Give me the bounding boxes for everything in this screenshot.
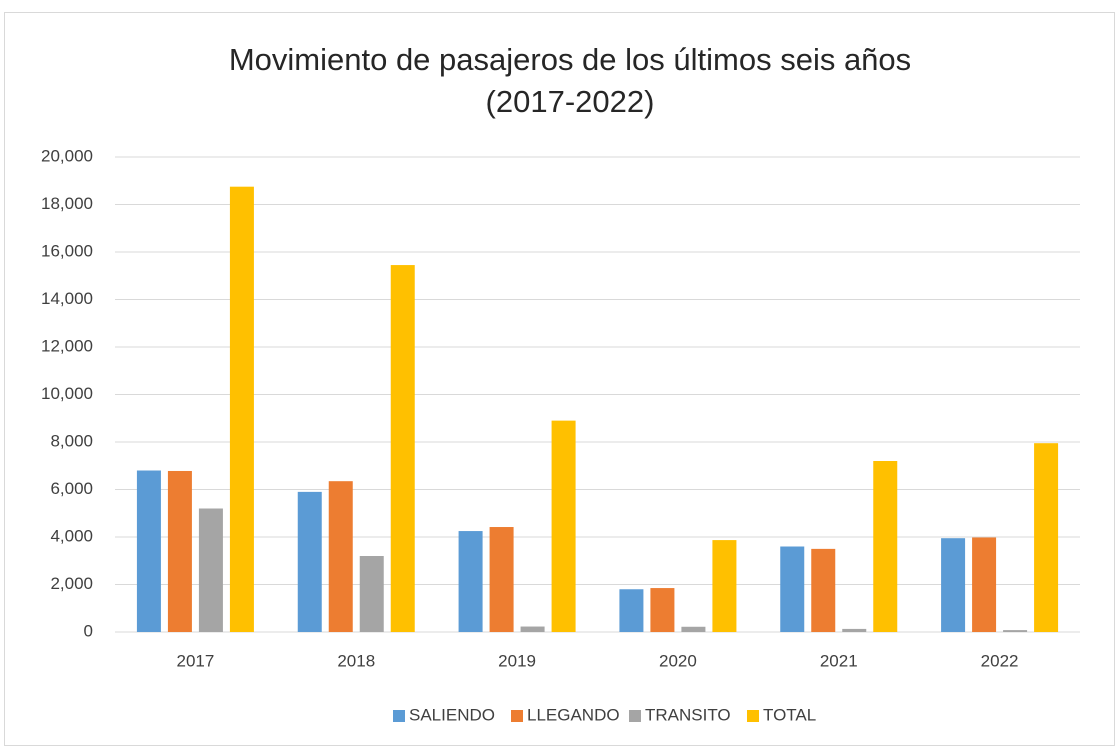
bar bbox=[842, 628, 867, 632]
bar bbox=[1034, 443, 1059, 632]
bar bbox=[780, 546, 805, 632]
legend-swatch bbox=[629, 710, 641, 722]
x-tick-label: 2017 bbox=[177, 651, 215, 670]
x-tick-label: 2019 bbox=[498, 651, 536, 670]
bar bbox=[458, 531, 483, 632]
y-tick-label: 16,000 bbox=[41, 241, 93, 260]
bar bbox=[941, 538, 966, 632]
x-tick-label: 2018 bbox=[337, 651, 375, 670]
x-tick-label: 2021 bbox=[820, 651, 858, 670]
legend-label: TRANSITO bbox=[645, 705, 731, 724]
y-tick-label: 18,000 bbox=[41, 194, 93, 213]
bar bbox=[520, 626, 545, 632]
chart-subtitle: (2017-2022) bbox=[486, 84, 655, 119]
bar bbox=[136, 470, 161, 632]
legend-label: LLEGANDO bbox=[527, 705, 620, 724]
bar bbox=[328, 481, 353, 632]
chart-title: Movimiento de pasajeros de los últimos s… bbox=[229, 42, 911, 77]
bar bbox=[167, 470, 192, 632]
bar bbox=[390, 265, 415, 632]
bar bbox=[1003, 630, 1028, 632]
legend-swatch bbox=[511, 710, 523, 722]
y-tick-label: 12,000 bbox=[41, 336, 93, 355]
bar bbox=[297, 491, 322, 632]
x-tick-label: 2020 bbox=[659, 651, 697, 670]
x-tick-label: 2022 bbox=[981, 651, 1019, 670]
bar bbox=[873, 461, 898, 632]
y-tick-label: 20,000 bbox=[41, 146, 93, 165]
bar bbox=[972, 537, 997, 632]
bar bbox=[681, 626, 706, 632]
y-tick-label: 0 bbox=[84, 621, 93, 640]
bar bbox=[650, 588, 675, 632]
bar bbox=[229, 186, 254, 632]
y-tick-label: 14,000 bbox=[41, 289, 93, 308]
legend-swatch bbox=[747, 710, 759, 722]
bar bbox=[489, 527, 514, 632]
y-tick-label: 2,000 bbox=[50, 574, 93, 593]
y-tick-label: 8,000 bbox=[50, 431, 93, 450]
chart-border bbox=[4, 12, 1115, 746]
y-tick-label: 10,000 bbox=[41, 384, 93, 403]
bar bbox=[198, 508, 223, 632]
y-tick-label: 4,000 bbox=[50, 526, 93, 545]
legend-label: TOTAL bbox=[763, 705, 816, 724]
legend-label: SALIENDO bbox=[409, 705, 495, 724]
bar bbox=[359, 556, 384, 632]
bar bbox=[551, 420, 576, 632]
y-tick-label: 6,000 bbox=[50, 479, 93, 498]
bar bbox=[811, 548, 836, 632]
legend-swatch bbox=[393, 710, 405, 722]
bar bbox=[712, 540, 737, 632]
bar bbox=[619, 589, 644, 632]
